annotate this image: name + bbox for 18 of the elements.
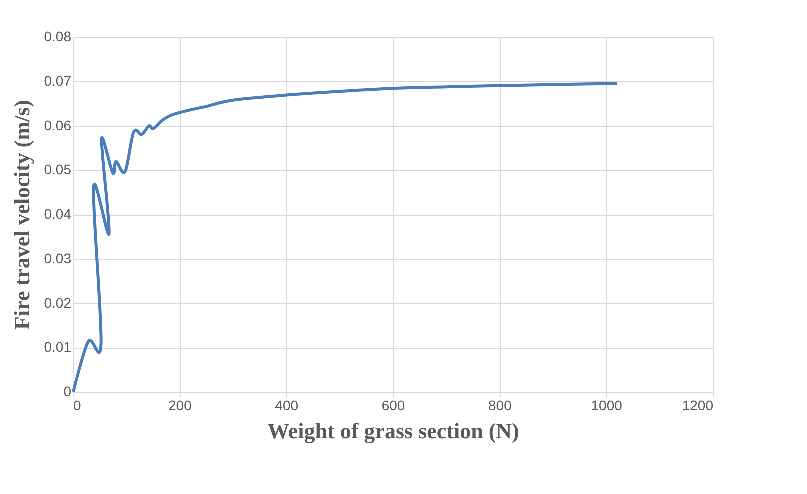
y-axis-title: Fire travel velocity (m/s): [9, 100, 34, 330]
line-series: [72, 82, 618, 394]
y-tick-label: 0.03: [44, 250, 72, 266]
y-tick-label: 0.02: [44, 294, 72, 311]
x-tick-label: 600: [382, 398, 406, 414]
x-tick-label: 200: [168, 398, 192, 414]
x-tick-label: 1000: [591, 398, 623, 414]
y-tick-label: 0.06: [44, 117, 72, 134]
y-tick-label: 0.07: [44, 72, 72, 89]
y-tick-label: 0.04: [44, 206, 72, 222]
x-tick-label: 400: [275, 398, 299, 414]
y-tick-label: 0.01: [44, 339, 72, 356]
x-tick-label: 800: [488, 398, 512, 414]
y-tick-label: 0.08: [44, 28, 72, 44]
x-axis-title: Weight of grass section (N): [268, 418, 520, 444]
x-tick-label: 1200: [682, 398, 714, 414]
y-tick-label: 0.05: [44, 162, 72, 178]
y-tick-label: 0: [64, 384, 72, 400]
